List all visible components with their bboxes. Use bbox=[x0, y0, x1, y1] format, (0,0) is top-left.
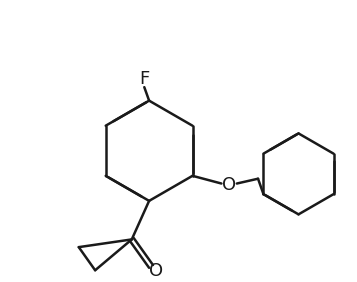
Text: F: F bbox=[139, 70, 150, 89]
Text: O: O bbox=[222, 177, 236, 195]
Text: O: O bbox=[149, 262, 163, 280]
